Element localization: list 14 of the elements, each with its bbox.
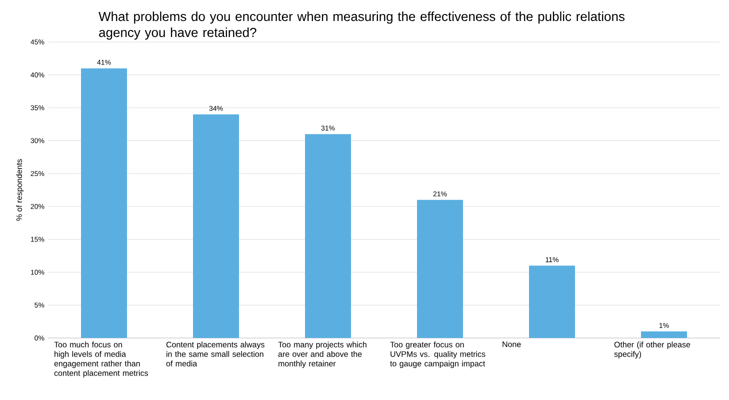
x-tick-label: Too many projects which are over and above the monthly retainer (278, 342, 366, 368)
bar (417, 200, 463, 338)
x-tick-label: None (502, 342, 521, 348)
y-axis-title: % of respondents (16, 159, 24, 221)
bar (81, 68, 128, 338)
bar (305, 134, 351, 338)
bar (529, 266, 575, 338)
bar (641, 331, 687, 338)
x-tick-label: Too much focus on high levels of media engagement rather than content placement metrics (54, 342, 148, 378)
bar (193, 114, 239, 338)
x-tick-label: Other (if other please specify) (614, 342, 690, 358)
chart-title: What problems do you encounter when measuring the effectiveness of the public relations agency you have retained? (98, 12, 625, 40)
x-tick-label: Content placements always in the same small selection of media (166, 342, 264, 366)
x-tick-label: Too greater focus on UVPMs vs. quality metrics to gauge campaign impact (390, 342, 486, 368)
